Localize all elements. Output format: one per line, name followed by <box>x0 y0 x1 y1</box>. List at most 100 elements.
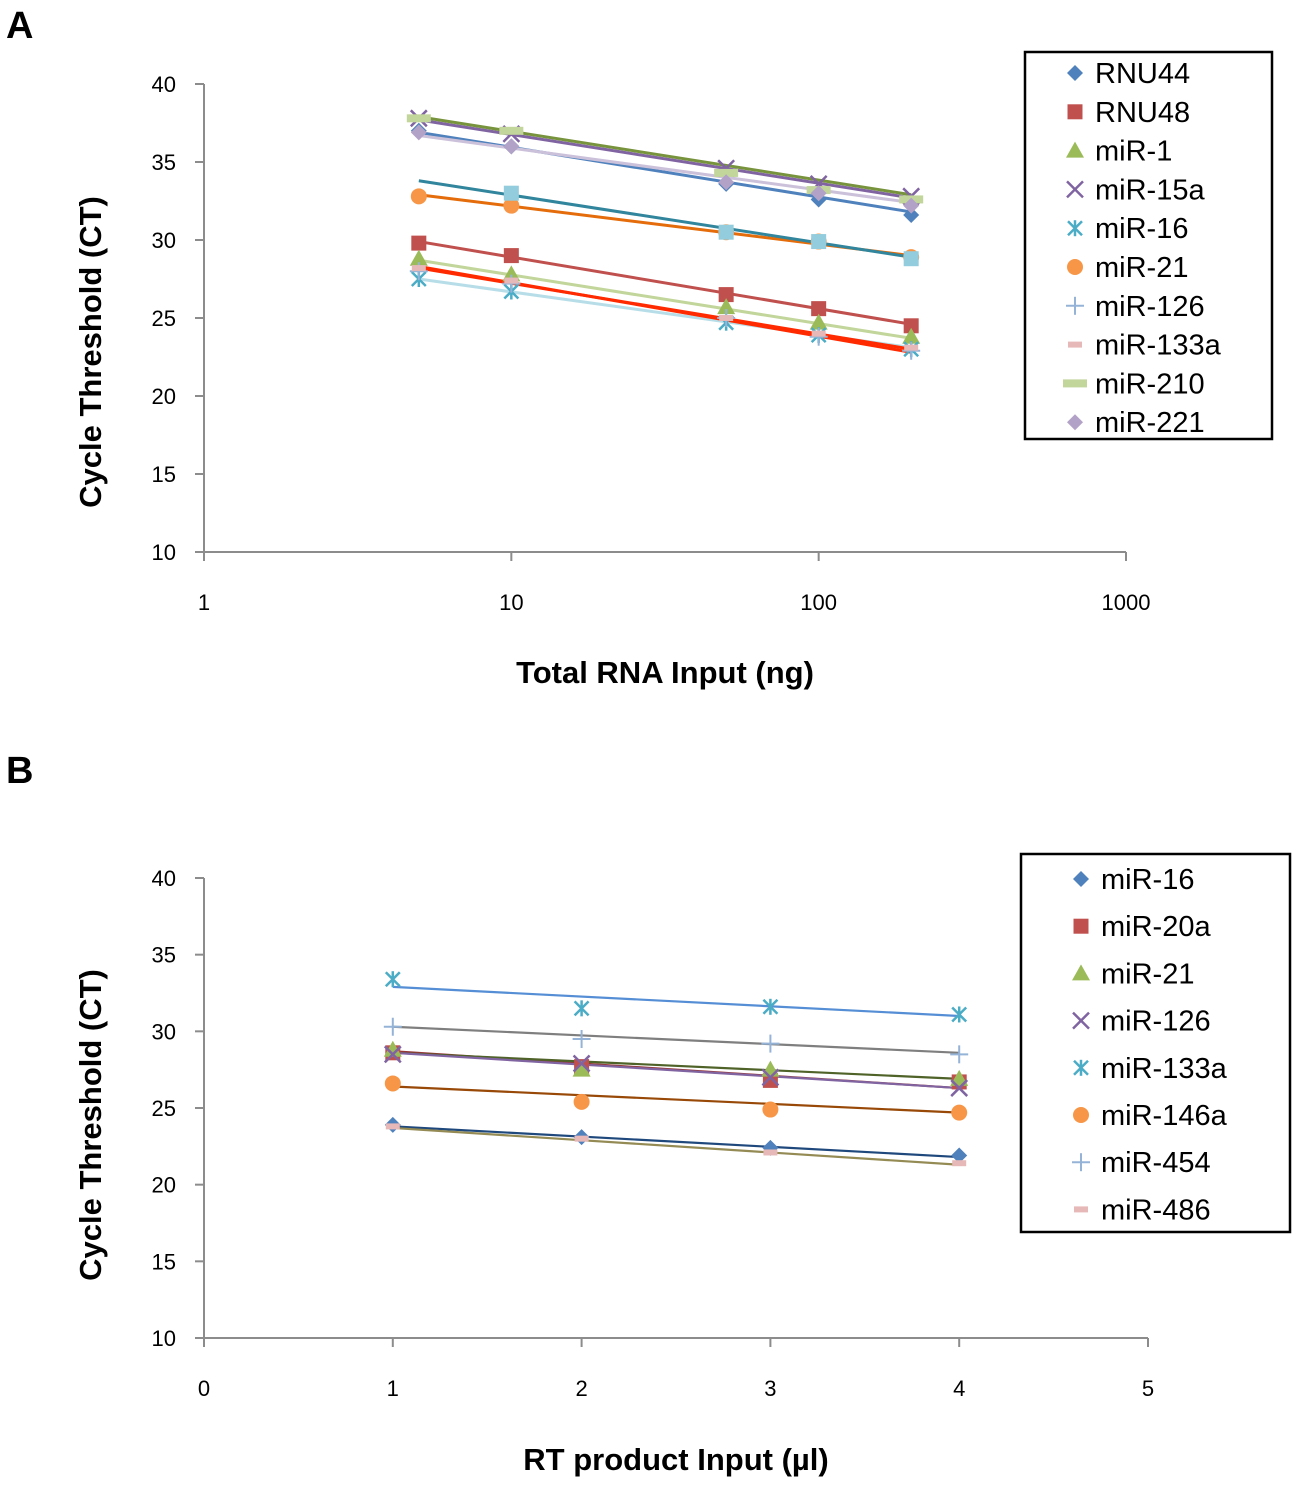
trendline-mir-16 <box>392 1125 960 1159</box>
point-mir-133a <box>951 1006 968 1023</box>
legend-marker <box>1073 1107 1089 1123</box>
point-rnu48 <box>411 235 427 251</box>
legend-marker <box>1066 180 1084 199</box>
point-rnu48 <box>503 248 519 264</box>
x-tick-label: 100 <box>800 590 837 615</box>
point-mir-133a <box>504 277 519 284</box>
point-rnu44 <box>903 207 920 224</box>
legend-label: miR-1 <box>1095 136 1172 168</box>
legend-item-mir-21: miR-21 <box>1072 958 1194 990</box>
trendline-mir-133a <box>392 985 960 1018</box>
legend-item-mir-126: miR-126 <box>1072 1006 1211 1038</box>
panel-b-chart: B 10 15 20 25 30 35 40 0 1 2 3 4 5 RT product Input… <box>6 750 1292 1477</box>
legend-marker <box>1073 1059 1089 1076</box>
legend-marker <box>1066 141 1084 158</box>
legend-label: miR-20a <box>1101 911 1211 943</box>
legend-label: miR-221 <box>1095 407 1205 439</box>
point-mir-454 <box>950 1045 969 1064</box>
point-mir-486 <box>385 1123 400 1130</box>
legend-label: miR-21 <box>1095 252 1188 284</box>
point-mir-210 <box>499 126 524 135</box>
point-mir-146a <box>951 1104 968 1121</box>
trendline-mir-486 <box>392 1126 960 1166</box>
point-mir-21 <box>383 1040 402 1057</box>
point-mir-21 <box>410 188 427 205</box>
point-extra <box>811 234 827 250</box>
y-tick-label: 35 <box>152 150 176 175</box>
panel-a-y-axis-title: Cycle Threshold (CT) <box>73 196 108 508</box>
point-mir-21 <box>503 197 520 214</box>
legend-item-mir-146a: miR-146a <box>1073 1100 1228 1132</box>
point-mir-221 <box>503 138 520 155</box>
point-mir-146a <box>573 1093 590 1110</box>
point-mir-1 <box>717 298 736 315</box>
legend-item-mir-126: miR-126 <box>1066 291 1205 323</box>
trendline-mir-15a <box>418 118 912 200</box>
point-mir-133a <box>411 265 426 272</box>
legend-label: miR-126 <box>1101 1006 1211 1038</box>
panel-a-legend: RNU44 RNU48 miR-1 miR-15a miR-16 miR-21 miR-12… <box>1023 50 1274 441</box>
legend-item-mir-133a: miR-133a <box>1068 330 1222 362</box>
point-mir-133a <box>719 315 734 321</box>
trendline-extra <box>418 179 912 259</box>
point-mir-1 <box>409 249 428 266</box>
point-mir-133a <box>762 998 779 1015</box>
legend-item-mir-133a: miR-133a <box>1073 1053 1228 1085</box>
legend-marker <box>1074 1206 1088 1213</box>
legend-label: miR-21 <box>1101 958 1194 990</box>
legend-label: miR-133a <box>1095 330 1222 362</box>
point-mir-454 <box>383 1017 402 1036</box>
point-mir-1 <box>809 313 828 330</box>
point-mir-486 <box>952 1160 967 1167</box>
legend-item-mir-16: miR-16 <box>1073 864 1194 896</box>
point-mir-146a <box>762 1101 779 1118</box>
legend-label: miR-16 <box>1095 213 1188 245</box>
legend-label: miR-146a <box>1101 1100 1228 1132</box>
legend-item-mir-210: miR-210 <box>1063 368 1205 400</box>
legend-item-mir-1: miR-1 <box>1066 136 1172 168</box>
trendline-rnu48 <box>418 240 912 326</box>
y-tick-label: 20 <box>152 384 176 409</box>
panel-b-legend-box <box>1019 852 1292 1234</box>
x-tick-label: 3 <box>764 1376 776 1401</box>
legend-marker <box>1067 65 1083 81</box>
point-mir-133a <box>904 344 919 351</box>
legend-marker <box>1067 104 1083 120</box>
legend-marker <box>1067 220 1083 237</box>
point-mir-210 <box>406 114 431 123</box>
point-mir-21 <box>761 1060 780 1077</box>
point-mir-21 <box>572 1060 591 1077</box>
y-tick-label: 40 <box>152 72 176 97</box>
panel-b-y-axis-title: Cycle Threshold (CT) <box>73 969 108 1281</box>
legend-marker <box>1066 296 1084 315</box>
point-mir-126 <box>761 1068 780 1087</box>
point-mir-221 <box>718 174 735 191</box>
legend-marker <box>1073 918 1089 934</box>
legend-marker <box>1067 414 1083 431</box>
x-tick-label: 10 <box>499 590 523 615</box>
legend-label: miR-210 <box>1095 368 1205 400</box>
point-mir-133a <box>573 1000 590 1017</box>
legend-marker <box>1067 259 1083 275</box>
legend-marker <box>1068 341 1082 348</box>
point-mir-454 <box>761 1034 780 1053</box>
legend-label: miR-15a <box>1095 174 1205 206</box>
point-mir-126 <box>572 1054 591 1073</box>
point-mir-486 <box>574 1135 589 1142</box>
y-tick-label: 10 <box>152 540 176 565</box>
legend-item-mir-21: miR-21 <box>1067 252 1188 284</box>
y-tick-label: 20 <box>152 1173 176 1198</box>
x-tick-label: 1000 <box>1102 590 1151 615</box>
legend-label: miR-454 <box>1101 1147 1211 1179</box>
point-mir-221 <box>810 185 827 202</box>
y-tick-label: 15 <box>152 1249 176 1274</box>
panel-b-legend: miR-16 miR-20a miR-21 miR-126 miR-133a miR-14… <box>1019 852 1292 1234</box>
legend-marker <box>1072 1011 1090 1030</box>
legend-marker <box>1072 964 1090 981</box>
x-tick-label: 1 <box>198 590 210 615</box>
legend-label: miR-133a <box>1101 1053 1228 1085</box>
point-mir-133a <box>384 971 401 988</box>
legend-item-mir-454: miR-454 <box>1072 1147 1211 1179</box>
legend-label: miR-126 <box>1095 291 1205 323</box>
legend-label: RNU48 <box>1095 97 1190 129</box>
